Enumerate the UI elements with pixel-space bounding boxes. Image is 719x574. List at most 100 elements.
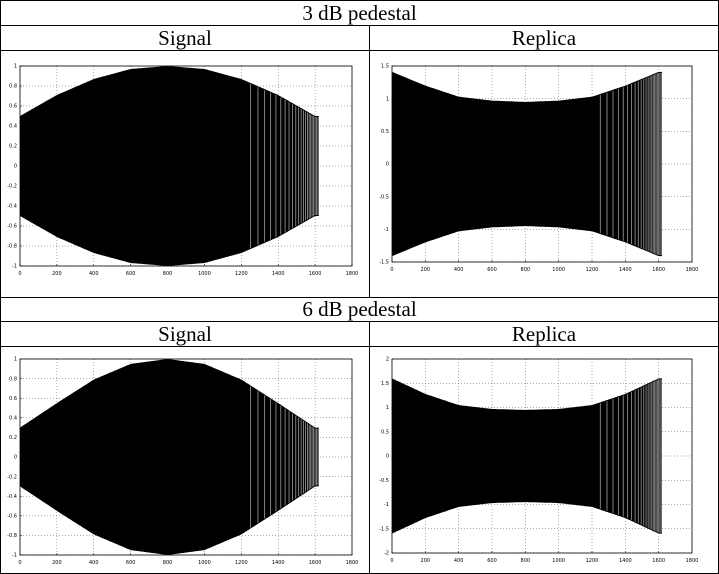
- x-tick-label: 800: [163, 271, 173, 277]
- column-header-replica-6db: Replica: [369, 321, 719, 347]
- x-tick-label: 400: [89, 560, 99, 566]
- column-header-signal-6db: Signal: [0, 321, 370, 347]
- x-tick-label: 1000: [198, 560, 211, 566]
- y-tick-label: -0.5: [379, 478, 389, 484]
- x-tick-label: 600: [126, 560, 136, 566]
- plot-cell-signal-3db: 0 200 400 600 800 1000 1200 1400 1600 1800 1 0.8 0.6…: [0, 50, 370, 298]
- x-tick-label: 400: [454, 558, 464, 564]
- waveform-ripple: [599, 72, 662, 256]
- plot-cell-replica-3db: 0 200 400 600 800 1000 1200 1400 1600 1800 1.5 1 0.5…: [369, 50, 719, 298]
- x-tick-label: 1600: [309, 560, 322, 566]
- plot-cell-replica-6db: 0 200 400 600 800 1000 1200 1400 1600 1800 2 1.5 1 0.…: [369, 346, 719, 574]
- x-tick-label: 1200: [586, 267, 599, 273]
- x-tick-label: 200: [421, 267, 431, 273]
- x-tick-label: 1400: [272, 560, 285, 566]
- y-tick-label: 0.4: [9, 124, 17, 130]
- x-tick-label: 1200: [586, 558, 599, 564]
- x-tick-label: 1400: [272, 271, 285, 277]
- x-tick-label: 800: [163, 560, 173, 566]
- section-heading-3db: 3 dB pedestal: [0, 0, 719, 26]
- x-tick-label: 1800: [346, 271, 359, 277]
- y-tick-label: 1: [14, 64, 17, 70]
- waveform-envelope: [392, 71, 662, 257]
- x-tick-label: 1200: [235, 271, 248, 277]
- waveform-envelope: [392, 378, 662, 534]
- x-tick-label: 1800: [686, 558, 699, 564]
- x-tick-label: 800: [521, 558, 531, 564]
- y-tick-label: 0.6: [9, 104, 17, 110]
- y-tick-label: 0.8: [9, 376, 17, 382]
- column-header-replica-3db: Replica: [369, 25, 719, 51]
- signal-6db-plot: 0 200 400 600 800 1000 1200 1400 1600 1800 1 0.8 0.6…: [7, 357, 359, 566]
- y-tick-label: 0.2: [9, 435, 17, 441]
- plot-cell-signal-6db: 0 200 400 600 800 1000 1200 1400 1600 1800 1 0.8 0.6…: [0, 346, 370, 574]
- y-tick-label: 1: [386, 405, 389, 411]
- x-tick-label: 1600: [652, 558, 665, 564]
- y-tick-label: -1.5: [379, 526, 389, 532]
- x-tick-label: 1800: [346, 560, 359, 566]
- x-tick-label: 1600: [309, 271, 322, 277]
- y-tick-label: 0: [386, 454, 389, 460]
- x-tick-label: 800: [521, 267, 531, 273]
- y-tick-label: -0.4: [7, 204, 17, 210]
- y-tick-label: 1: [386, 96, 389, 102]
- y-tick-label: 1.5: [381, 381, 389, 387]
- y-tick-label: 0.8: [9, 84, 17, 90]
- x-tick-label: 1000: [198, 271, 211, 277]
- x-tick-label: 1000: [552, 558, 565, 564]
- y-tick-label: -1: [384, 227, 389, 233]
- y-tick-label: 0.5: [381, 429, 389, 435]
- x-tick-label: 0: [18, 560, 21, 566]
- y-tick-label: -1.5: [379, 260, 389, 266]
- y-tick-label: -0.6: [7, 224, 17, 230]
- waveform-ripple: [250, 386, 319, 528]
- x-tick-label: 600: [487, 558, 497, 564]
- waveform-envelope: [20, 66, 319, 266]
- y-tick-label: -0.2: [7, 184, 17, 190]
- replica-6db-plot: 0 200 400 600 800 1000 1200 1400 1600 1800 2 1.5 1 0.…: [379, 357, 699, 564]
- x-tick-label: 1000: [552, 267, 565, 273]
- y-tick-label: -0.8: [7, 244, 17, 250]
- y-tick-label: 0.6: [9, 396, 17, 402]
- y-tick-label: -2: [384, 551, 389, 557]
- y-tick-label: -0.2: [7, 474, 17, 480]
- y-tick-label: 0: [14, 455, 17, 461]
- y-tick-label: -1: [12, 264, 17, 270]
- x-tick-label: 400: [89, 271, 99, 277]
- y-tick-label: 0.2: [9, 144, 17, 150]
- x-tick-label: 1200: [235, 560, 248, 566]
- y-tick-label: -0.5: [379, 194, 389, 200]
- x-tick-label: 0: [390, 558, 393, 564]
- y-tick-label: -0.8: [7, 533, 17, 539]
- x-tick-label: 1600: [652, 267, 665, 273]
- x-tick-label: 0: [18, 271, 21, 277]
- x-tick-label: 200: [52, 271, 62, 277]
- y-tick-label: -1: [12, 553, 17, 559]
- y-tick-label: 1: [14, 357, 17, 363]
- y-tick-label: -0.6: [7, 514, 17, 520]
- replica-3db-plot: 0 200 400 600 800 1000 1200 1400 1600 1800 1.5 1 0.5…: [379, 64, 699, 273]
- y-tick-label: -0.4: [7, 494, 17, 500]
- column-header-signal-3db: Signal: [0, 25, 370, 51]
- x-tick-label: 1400: [619, 267, 632, 273]
- x-tick-label: 400: [454, 267, 464, 273]
- section-heading-6db: 6 dB pedestal: [0, 297, 719, 322]
- signal-3db-plot: 0 200 400 600 800 1000 1200 1400 1600 1800 1 0.8 0.6…: [7, 64, 359, 277]
- waveform-ripple: [599, 379, 662, 533]
- x-tick-label: 1800: [686, 267, 699, 273]
- waveform-envelope: [20, 359, 319, 555]
- y-tick-label: 1.5: [381, 64, 389, 70]
- x-tick-label: 0: [390, 267, 393, 273]
- y-tick-label: 0: [386, 162, 389, 168]
- y-tick-label: 0: [14, 164, 17, 170]
- y-tick-label: 2: [386, 357, 389, 363]
- y-tick-label: -1: [384, 502, 389, 508]
- y-tick-label: 0.4: [9, 416, 17, 422]
- x-tick-label: 200: [421, 558, 431, 564]
- x-tick-label: 600: [126, 271, 136, 277]
- x-tick-label: 1400: [619, 558, 632, 564]
- waveform-ripple: [250, 84, 319, 248]
- x-tick-label: 200: [52, 560, 62, 566]
- y-tick-label: 0.5: [381, 129, 389, 135]
